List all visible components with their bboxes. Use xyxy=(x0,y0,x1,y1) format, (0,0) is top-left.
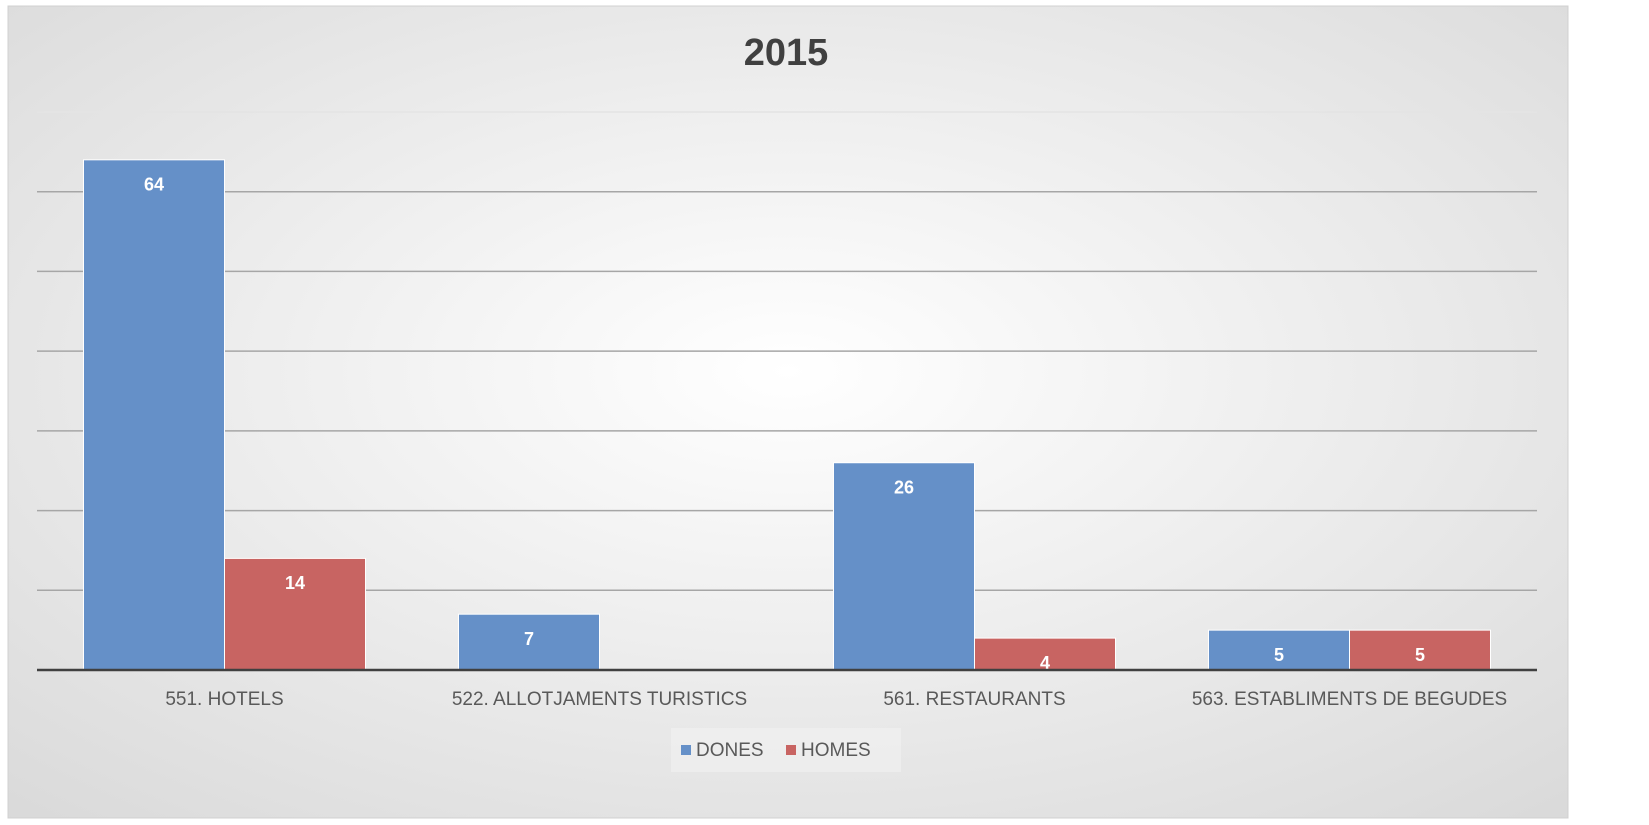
chart-title: 2015 xyxy=(744,32,829,74)
bar xyxy=(224,557,366,671)
data-label: 7 xyxy=(524,629,534,649)
data-label: 4 xyxy=(1040,653,1050,673)
bar xyxy=(974,637,1116,671)
legend-label: DONES xyxy=(696,740,764,761)
x-tick-label: 522. ALLOTJAMENTS TURISTICS xyxy=(452,689,747,710)
bar xyxy=(833,462,975,671)
chart-background xyxy=(7,5,1569,819)
legend-swatch xyxy=(681,745,691,755)
data-label: 5 xyxy=(1415,645,1425,665)
bar xyxy=(83,159,225,671)
legend-swatch xyxy=(786,745,796,755)
data-label: 14 xyxy=(285,573,305,593)
x-tick-label: 551. HOTELS xyxy=(165,689,283,710)
bar xyxy=(1349,629,1491,671)
x-tick-label: 561. RESTAURANTS xyxy=(883,689,1065,710)
legend-label: HOMES xyxy=(801,740,871,761)
x-tick-label: 563. ESTABLIMENTS DE BEGUDES xyxy=(1192,689,1507,710)
data-label: 5 xyxy=(1274,645,1284,665)
bar xyxy=(1208,629,1350,671)
data-label: 26 xyxy=(894,477,914,497)
data-label: 64 xyxy=(144,175,164,195)
